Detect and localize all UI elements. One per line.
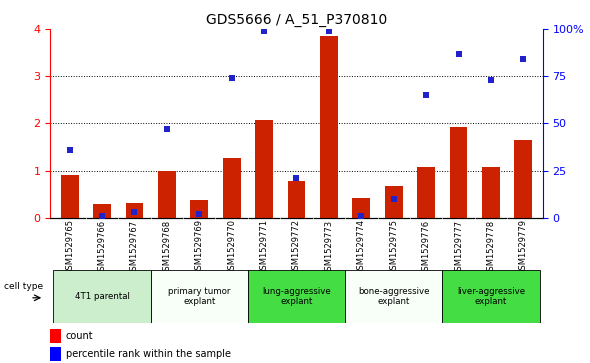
- Text: GSM1529776: GSM1529776: [422, 219, 431, 276]
- Point: [65, 147, 74, 153]
- Bar: [50, 347, 61, 361]
- Text: bone-aggressive
explant: bone-aggressive explant: [358, 287, 430, 306]
- Text: lung-aggressive
explant: lung-aggressive explant: [262, 287, 331, 306]
- Text: GSM1529778: GSM1529778: [486, 219, 496, 276]
- Bar: [514, 140, 532, 218]
- Point: [227, 75, 237, 81]
- Text: GSM1529766: GSM1529766: [97, 219, 107, 276]
- Bar: [191, 200, 208, 218]
- Bar: [442, 270, 540, 323]
- Point: [356, 213, 366, 219]
- Text: GSM1529768: GSM1529768: [162, 219, 171, 276]
- Text: GSM1529773: GSM1529773: [324, 219, 333, 276]
- Bar: [352, 198, 370, 218]
- Bar: [53, 270, 150, 323]
- Text: GSM1529772: GSM1529772: [292, 219, 301, 276]
- Title: GDS5666 / A_51_P370810: GDS5666 / A_51_P370810: [206, 13, 387, 26]
- Text: primary tumor
explant: primary tumor explant: [168, 287, 231, 306]
- Bar: [287, 181, 306, 218]
- Point: [519, 56, 528, 62]
- Text: liver-aggressive
explant: liver-aggressive explant: [457, 287, 525, 306]
- Text: percentile rank within the sample: percentile rank within the sample: [66, 349, 231, 359]
- Text: GSM1529775: GSM1529775: [389, 219, 398, 276]
- Bar: [126, 203, 143, 218]
- Bar: [158, 171, 176, 218]
- Point: [97, 213, 107, 219]
- Point: [324, 28, 333, 34]
- Bar: [150, 270, 248, 323]
- Point: [292, 175, 301, 181]
- Text: GSM1529769: GSM1529769: [195, 219, 204, 276]
- Bar: [417, 167, 435, 218]
- Bar: [61, 175, 78, 218]
- Text: GSM1529777: GSM1529777: [454, 219, 463, 276]
- Point: [162, 126, 172, 132]
- Text: GSM1529770: GSM1529770: [227, 219, 236, 276]
- Text: 4T1 parental: 4T1 parental: [74, 292, 129, 301]
- Point: [195, 211, 204, 217]
- Point: [389, 196, 398, 202]
- Bar: [223, 158, 241, 218]
- Bar: [385, 186, 402, 218]
- Point: [486, 77, 496, 83]
- Point: [130, 209, 139, 215]
- Bar: [482, 167, 500, 218]
- Point: [260, 28, 269, 34]
- Text: GSM1529774: GSM1529774: [357, 219, 366, 276]
- Text: GSM1529765: GSM1529765: [65, 219, 74, 276]
- Point: [421, 92, 431, 98]
- Bar: [93, 204, 111, 218]
- Bar: [255, 120, 273, 218]
- Bar: [248, 270, 345, 323]
- Bar: [450, 127, 467, 218]
- Bar: [320, 36, 338, 218]
- Text: GSM1529779: GSM1529779: [519, 219, 528, 276]
- Bar: [345, 270, 442, 323]
- Text: GSM1529767: GSM1529767: [130, 219, 139, 276]
- Text: cell type: cell type: [4, 282, 43, 291]
- Point: [454, 51, 463, 57]
- Text: GSM1529771: GSM1529771: [260, 219, 268, 276]
- Bar: [50, 329, 61, 343]
- Text: count: count: [66, 331, 94, 341]
